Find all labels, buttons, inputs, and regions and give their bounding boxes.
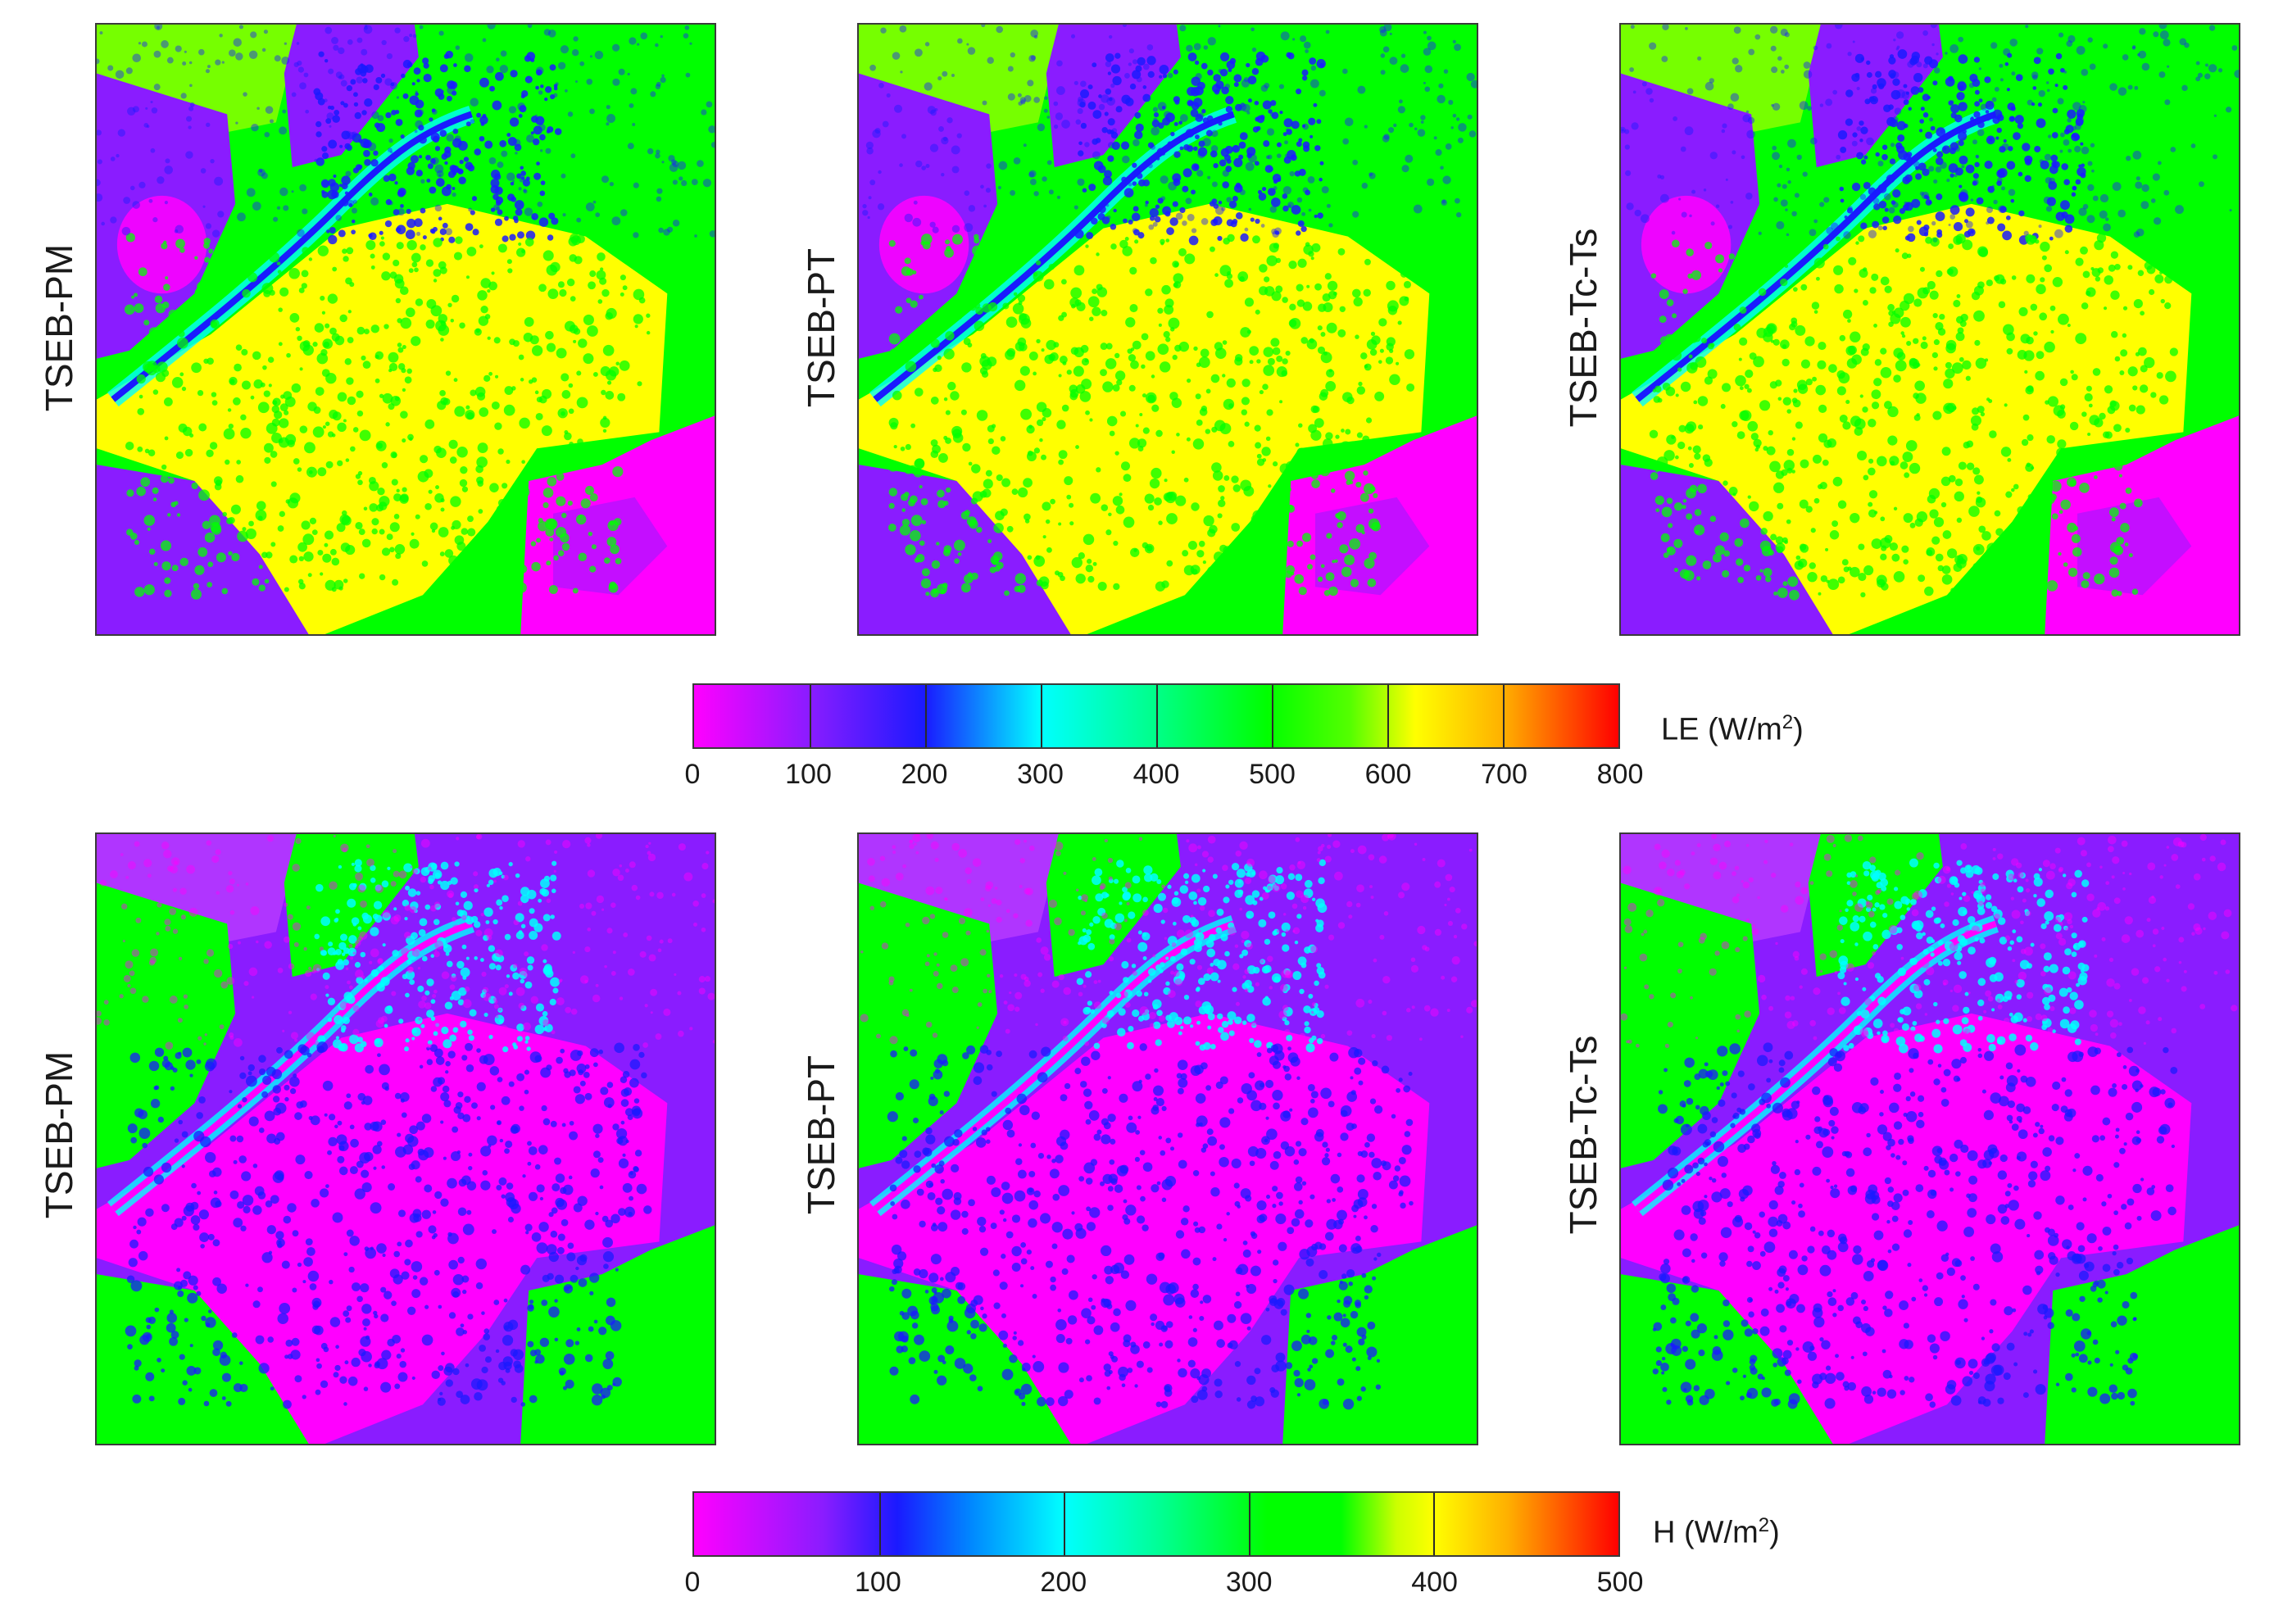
le-map-tseb-pt	[857, 23, 1478, 636]
colorbar-tick-label: 100	[785, 759, 832, 790]
colorbar-tick-label: 500	[1596, 1567, 1644, 1598]
colorbar-tick-line	[1041, 685, 1042, 747]
colorbar-tick-line	[878, 1493, 881, 1555]
h-map-image	[859, 834, 1477, 1444]
colorbar-tick-line	[1064, 1493, 1066, 1555]
colorbar-tick-label: 200	[901, 759, 948, 790]
h-map-tseb-pm	[95, 832, 716, 1445]
h-colorbar-title: H (W/m2)	[1653, 1514, 1780, 1550]
h-colorbar	[692, 1491, 1620, 1557]
h-map-tseb-tc-ts	[1619, 832, 2240, 1445]
le-map-tseb-pm	[95, 23, 716, 636]
colorbar-tick-line	[1503, 685, 1505, 747]
colorbar-tick-label: 800	[1596, 759, 1644, 790]
h-map-tseb-pt	[857, 832, 1478, 1445]
colorbar-tick-line	[1156, 685, 1158, 747]
colorbar-tick-label: 0	[684, 1567, 701, 1598]
colorbar-tick-line	[1387, 685, 1389, 747]
le-map-tseb-tc-ts	[1619, 23, 2240, 636]
colorbar-tick-label: 400	[1132, 759, 1180, 790]
colorbar-tick-label: 300	[1017, 759, 1064, 790]
le-colorbar	[692, 683, 1620, 749]
le-map-image	[859, 25, 1477, 634]
le-map-image	[97, 25, 715, 634]
colorbar-tick-line	[925, 685, 927, 747]
colorbar-tick-label: 500	[1249, 759, 1296, 790]
h-map-image	[1621, 834, 2239, 1444]
colorbar-tick-label: 600	[1364, 759, 1412, 790]
colorbar-tick-label: 200	[1040, 1567, 1087, 1598]
colorbar-tick-label: 300	[1225, 1567, 1273, 1598]
colorbar-tick-line	[1272, 685, 1273, 747]
colorbar-tick-label: 400	[1411, 1567, 1458, 1598]
h-map-image	[97, 834, 715, 1444]
colorbar-tick-label: 0	[684, 759, 701, 790]
colorbar-tick-line	[1248, 1493, 1250, 1555]
le-colorbar-title: LE (W/m2)	[1661, 711, 1804, 747]
colorbar-tick-label: 700	[1481, 759, 1527, 790]
colorbar-tick-line	[810, 685, 811, 747]
le-map-image	[1621, 25, 2239, 634]
colorbar-tick-line	[1433, 1493, 1436, 1555]
colorbar-tick-label: 100	[855, 1567, 901, 1598]
